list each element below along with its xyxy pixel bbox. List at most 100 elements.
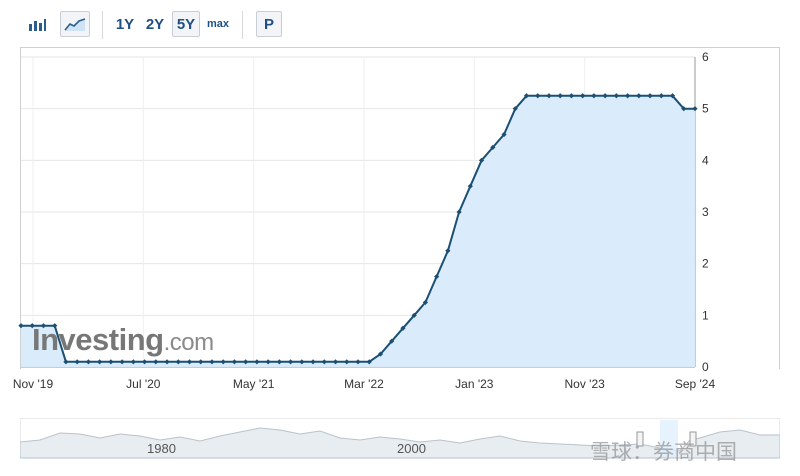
- y-tick-label: 5: [702, 102, 709, 116]
- data-point: [613, 93, 619, 99]
- investing-logo: Investing .com: [32, 322, 214, 358]
- series-area: [21, 95, 695, 368]
- area-chart-icon-svg: [64, 18, 86, 31]
- chart-toolbar: 1Y 2Y 5Y max P: [20, 9, 780, 41]
- x-axis: Nov '19 Jul '20 May '21 Mar '22 Jan '23 Nov '…: [13, 377, 716, 391]
- y-tick-label: 1: [702, 308, 709, 322]
- data-point: [355, 359, 361, 365]
- logo-suffix: .com: [163, 329, 215, 356]
- chart-points-group: [18, 93, 698, 365]
- navigator-label-2000: 2000: [397, 441, 426, 456]
- data-point: [658, 93, 664, 99]
- data-point: [456, 209, 462, 215]
- y-tick-label: 2: [702, 257, 709, 271]
- range-2y-button[interactable]: 2Y: [145, 15, 165, 33]
- data-point: [141, 359, 148, 365]
- navigator-label-1980: 1980: [147, 441, 176, 456]
- x-tick-label: Jan '23: [455, 377, 494, 391]
- data-point: [220, 359, 226, 365]
- data-point: [63, 359, 69, 365]
- data-point: [29, 323, 35, 329]
- data-point: [512, 106, 518, 112]
- data-point: [209, 359, 215, 365]
- navigator-selection: [660, 420, 678, 456]
- data-point: [231, 359, 238, 365]
- data-point: [119, 359, 125, 365]
- range-navigator[interactable]: 1980 2000: [20, 418, 780, 460]
- data-point: [411, 312, 417, 318]
- range-max-button[interactable]: max: [206, 18, 230, 30]
- data-point: [681, 106, 687, 112]
- data-point: [265, 359, 271, 365]
- data-point: [602, 93, 608, 99]
- data-point: [636, 93, 642, 99]
- data-point: [18, 323, 24, 329]
- data-point: [175, 359, 181, 365]
- data-point: [130, 359, 136, 365]
- x-tick-label: Sep '24: [675, 377, 716, 391]
- data-point: [52, 323, 58, 329]
- data-point: [332, 359, 339, 365]
- data-point: [490, 144, 496, 151]
- range-5y-button[interactable]: 5Y: [172, 11, 200, 37]
- x-tick-label: Nov '23: [565, 377, 606, 391]
- area-chart-icon[interactable]: [60, 11, 90, 37]
- chart-area-group: [21, 95, 695, 368]
- data-point: [344, 359, 350, 365]
- data-point: [243, 359, 249, 365]
- data-point: [535, 93, 541, 99]
- navigator-handle-left: [636, 431, 644, 447]
- chart-frame: [20, 47, 780, 369]
- x-tick-label: Mar '22: [344, 377, 384, 391]
- data-point: [467, 183, 473, 189]
- data-point: [366, 359, 372, 365]
- data-point: [400, 325, 406, 331]
- data-point: [591, 93, 597, 99]
- data-point: [85, 359, 91, 365]
- data-point: [625, 93, 631, 99]
- y-tick-label: 6: [702, 50, 709, 64]
- y-axis: 0 1 2 3 4 5 6: [702, 50, 709, 374]
- y-tick-label: 3: [702, 205, 709, 219]
- data-point: [422, 299, 428, 306]
- logo-brand: Investing: [32, 322, 164, 357]
- data-point: [377, 351, 384, 357]
- bar-chart-icon-svg: [29, 19, 46, 31]
- data-point: [310, 359, 316, 365]
- data-point: [669, 93, 676, 99]
- navigator-history-area: [20, 427, 780, 459]
- data-point: [288, 359, 294, 365]
- navigator-handle-right: [689, 431, 697, 447]
- y-tick-label: 4: [702, 153, 709, 167]
- data-point: [568, 93, 575, 99]
- x-tick-label: May '21: [233, 377, 275, 391]
- data-point: [478, 157, 485, 163]
- range-1y-button[interactable]: 1Y: [115, 15, 135, 33]
- data-point: [153, 359, 159, 365]
- toolbar-separator: [242, 11, 243, 39]
- data-point: [434, 273, 440, 280]
- data-point: [186, 359, 193, 365]
- data-point: [276, 359, 282, 365]
- data-point: [647, 93, 653, 99]
- bar-chart-icon[interactable]: [22, 11, 52, 37]
- p-button[interactable]: P: [256, 11, 282, 37]
- data-point: [74, 359, 80, 365]
- data-point: [557, 93, 563, 99]
- watermark: 雪球：券商中国: [590, 441, 737, 464]
- x-tick-label: Nov '19: [13, 377, 54, 391]
- data-point: [692, 106, 698, 112]
- rate-chart: 0 1 2 3 4 5 6 Nov '19 Jul '20 May '21 Mar '22 Jan …: [13, 50, 716, 391]
- data-point: [501, 131, 507, 138]
- data-point: [299, 359, 305, 365]
- data-point: [580, 93, 586, 99]
- data-point: [97, 359, 103, 365]
- x-tick-label: Jul '20: [126, 377, 161, 391]
- data-point: [254, 359, 260, 365]
- data-point: [523, 93, 530, 99]
- data-point: [546, 93, 552, 99]
- y-tick-label: 0: [702, 360, 709, 374]
- data-point: [198, 359, 204, 365]
- data-point: [108, 359, 114, 365]
- data-point: [445, 248, 451, 254]
